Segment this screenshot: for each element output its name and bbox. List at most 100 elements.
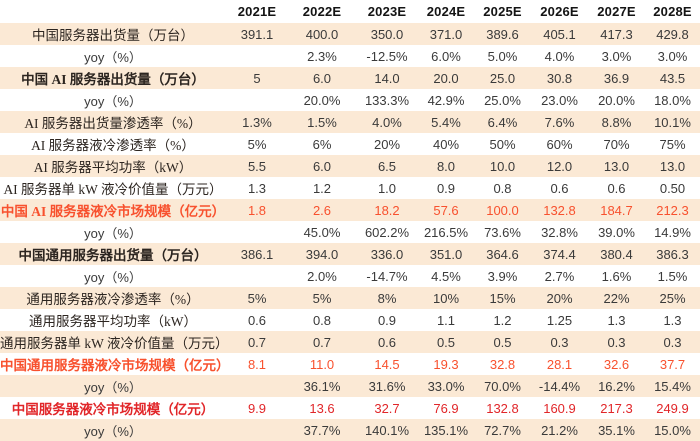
value-cell: 73.6% [484, 224, 521, 240]
value-cell: 135.1% [423, 422, 469, 438]
value-cell: 0.6 [247, 312, 267, 328]
value-cell: 42.9% [427, 92, 465, 108]
value-cell: 15% [489, 290, 516, 306]
value-cell: 4.0% [544, 48, 575, 64]
row-label: yoy（%） [84, 379, 142, 395]
value-cell: 4.0% [372, 114, 402, 130]
row-label: 中国服务器液冷市场规模（亿元） [11, 402, 215, 417]
value-cell: 14.5 [374, 356, 400, 372]
value-cell: 0.3 [550, 334, 569, 350]
value-cell: 6.4% [487, 114, 518, 130]
value-cell: 602.2% [364, 224, 410, 240]
value-cell: 7.6% [544, 114, 575, 130]
value-cell: 5% [312, 290, 332, 306]
value-cell: 374.4 [543, 246, 576, 262]
value-cell: 417.3 [600, 26, 633, 42]
value-cell: -12.5% [366, 48, 408, 64]
table-row: yoy（%） 2.3% -12.5% 6.0% 5.0% 4.0% 3.0% 3.0% [0, 45, 700, 67]
value-cell: 20.0 [433, 70, 459, 86]
value-cell: 3.0% [657, 48, 688, 64]
row-label: AI 服务器液冷渗透率（%） [31, 138, 195, 153]
value-cell: 10.1% [654, 114, 691, 130]
value-cell: 184.7 [600, 202, 633, 218]
row-label: 通用服务器平均功率（kW） [29, 314, 197, 329]
value-cell: 394.0 [305, 246, 339, 262]
value-cell: 3.0% [601, 48, 632, 64]
value-cell: 13.0 [603, 158, 630, 174]
value-cell: 364.6 [486, 246, 519, 262]
row-label: 中国通用服务器出货量（万台） [18, 248, 208, 263]
value-cell: 0.7 [312, 334, 332, 350]
value-cell: 400.0 [305, 26, 339, 42]
value-cell: 0.50 [659, 180, 686, 196]
value-cell: 36.9 [603, 70, 630, 86]
value-cell: 132.8 [486, 400, 519, 416]
table-row: 中国服务器出货量（万台） 391.1 400.0 350.0 371.0 389.6 405… [0, 23, 700, 45]
value-cell: 1.5% [307, 114, 337, 130]
year-header: 2023E [367, 4, 407, 19]
table-row: 通用服务器单 kW 液冷价值量（万元） 0.7 0.7 0.6 0.5 0.5 0.3 0.3… [0, 331, 700, 353]
value-cell: 0.5 [436, 334, 456, 350]
value-cell: 20.0% [598, 92, 635, 108]
table-row: yoy（%） 45.0% 602.2% 216.5% 73.6% 32.8% 39.0% 14… [0, 221, 700, 243]
value-cell: 2.0% [307, 268, 337, 284]
value-cell: 9.9 [247, 400, 267, 416]
table-row: AI 服务器出货量渗透率（%） 1.3% 1.5% 4.0% 5.4% 6.4% 7.6% 8… [0, 111, 700, 133]
value-cell: 160.9 [543, 400, 576, 416]
value-cell: 217.3 [600, 400, 633, 416]
value-cell: 6% [312, 136, 332, 152]
value-cell: 20% [373, 136, 401, 152]
value-cell: 405.1 [543, 26, 576, 42]
value-cell: 1.2 [493, 312, 512, 328]
value-cell: 386.1 [240, 246, 274, 262]
value-cell: 380.4 [600, 246, 633, 262]
value-cell: 8.0 [436, 158, 456, 174]
value-cell: 14.0 [374, 70, 400, 86]
value-cell: 33.0% [427, 378, 465, 394]
value-cell: 6.5 [377, 158, 397, 174]
value-cell: 0.6 [607, 180, 626, 196]
value-cell: 0.6 [550, 180, 569, 196]
value-cell: 18.0% [654, 92, 691, 108]
value-cell: 20.0% [303, 92, 341, 108]
value-cell: 1.3 [663, 312, 682, 328]
value-cell: 75% [659, 136, 686, 152]
value-cell: 25.0 [489, 70, 516, 86]
value-cell: 133.3% [364, 92, 410, 108]
row-label: AI 服务器平均功率（kW） [33, 160, 193, 175]
value-cell: 0.8 [312, 312, 332, 328]
value-cell: 21.2% [541, 422, 578, 438]
value-cell: 11.0 [309, 356, 335, 372]
value-cell: 39.0% [598, 224, 635, 240]
value-cell: 6.0 [312, 158, 332, 174]
value-cell: 15.0% [654, 422, 691, 438]
value-cell: 37.7% [303, 422, 341, 438]
year-header: 2027E [597, 4, 636, 19]
table-row: AI 服务器液冷渗透率（%） 5% 6% 20% 40% 50% 60% 70% 75% [0, 133, 700, 155]
value-cell: 31.6% [368, 378, 406, 394]
value-cell: 0.5 [493, 334, 512, 350]
value-cell: 16.2% [598, 378, 635, 394]
value-cell: 0.6 [377, 334, 397, 350]
row-label: yoy（%） [84, 269, 142, 285]
row-label: 中国 AI 服务器出货量（万台） [21, 72, 205, 87]
value-cell: 40% [432, 136, 460, 152]
value-cell: 43.5 [659, 70, 686, 86]
value-cell: 216.5% [423, 224, 469, 240]
value-cell: 8.1 [247, 356, 267, 372]
value-cell: 18.2 [374, 202, 400, 218]
value-cell: 1.0 [377, 180, 397, 196]
table-row: 中国 AI 服务器出货量（万台） 5 6.0 14.0 20.0 25.0 30.8 36.9… [0, 67, 700, 89]
value-cell: 0.9 [377, 312, 397, 328]
value-cell: -14.4% [538, 378, 581, 394]
value-cell: 32.6 [603, 356, 630, 372]
row-label: 通用服务器单 kW 液冷价值量（万元） [0, 336, 229, 351]
value-cell: 25% [659, 290, 686, 306]
value-cell: 386.3 [656, 246, 689, 262]
value-cell: 19.3 [433, 356, 459, 372]
value-cell: 12.0 [546, 158, 573, 174]
value-cell: 371.0 [429, 26, 463, 42]
value-cell: 132.8 [543, 202, 576, 218]
year-header: 2021E [237, 4, 277, 19]
value-cell: 2.3% [307, 48, 337, 64]
